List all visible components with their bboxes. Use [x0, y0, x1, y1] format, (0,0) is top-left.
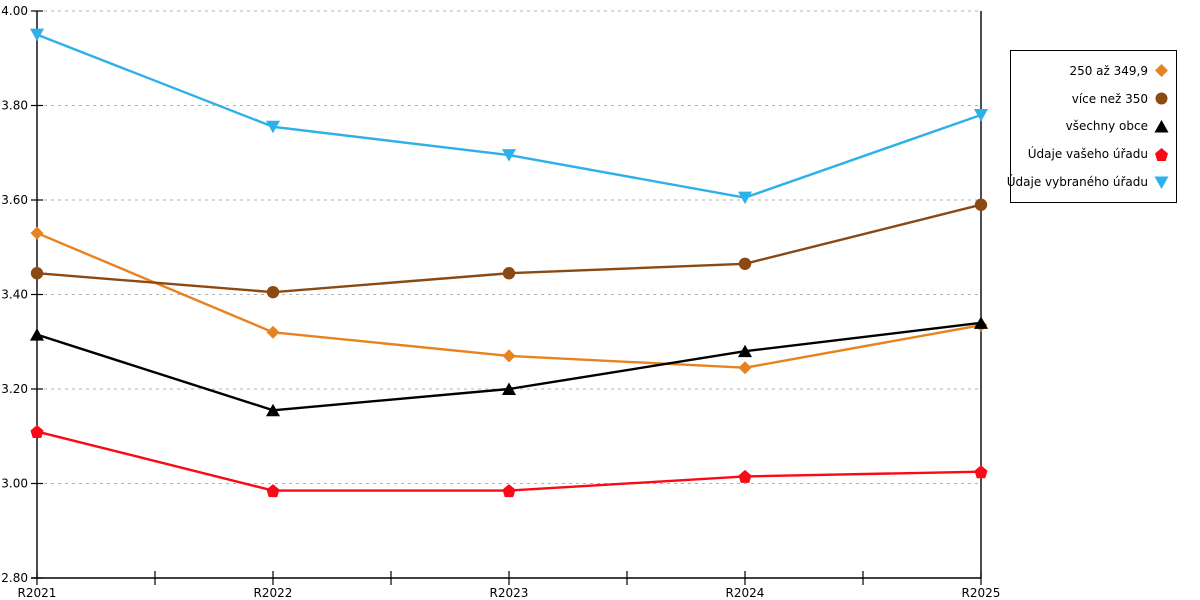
circle-marker-icon [1154, 91, 1169, 106]
data-point [501, 149, 517, 162]
triangle-up-marker-icon [1154, 119, 1169, 134]
data-point [266, 285, 280, 299]
legend-label: Údaje vašeho úřadu [1027, 147, 1148, 162]
data-point [738, 257, 752, 270]
y-tick-label: 2.80 [1, 571, 28, 585]
data-point [738, 469, 752, 483]
legend-item: více než 350 [1017, 91, 1169, 106]
y-tick-label: 3.80 [1, 99, 28, 113]
series-line-0 [36, 231, 982, 369]
data-point [266, 484, 280, 498]
data-point [502, 484, 516, 498]
data-point [30, 226, 44, 240]
data-point [29, 28, 45, 42]
y-tick-label: 3.00 [1, 477, 28, 491]
data-point [30, 267, 44, 280]
data-point [29, 328, 45, 341]
data-point [738, 361, 752, 375]
diamond-marker-icon [1154, 63, 1169, 78]
legend-label: 250 až 349,9 [1069, 63, 1148, 78]
data-point [502, 267, 516, 280]
x-tick-label: R2023 [490, 586, 529, 600]
data-point [737, 191, 753, 205]
data-point [502, 349, 516, 363]
data-point [737, 344, 753, 358]
y-tick-label: 3.20 [1, 382, 28, 396]
legend-label: všechny obce [1065, 119, 1148, 134]
data-point [30, 425, 44, 439]
y-tick-label: 4.00 [1, 4, 28, 18]
legend-item: Údaje vašeho úřadu [1017, 147, 1169, 162]
data-point [973, 108, 989, 122]
legend: 250 až 349,9 více než 350 všechny obce Ú… [1007, 50, 1177, 203]
legend-item: všechny obce [1017, 119, 1169, 134]
data-point [974, 198, 988, 211]
data-point [265, 403, 281, 417]
data-point [501, 382, 517, 395]
x-tick-label: R2022 [254, 586, 293, 600]
data-point [973, 316, 989, 329]
x-tick-label: R2021 [18, 586, 57, 600]
data-point [266, 325, 280, 339]
legend-label: Údaje vybraného úřadu [1006, 175, 1148, 190]
x-tick-label: R2025 [962, 586, 1001, 600]
x-tick-label: R2024 [726, 586, 765, 600]
series-line-2 [36, 321, 982, 412]
y-tick-label: 3.40 [1, 288, 28, 302]
series-line-4 [36, 33, 982, 199]
series-line-3 [36, 430, 982, 492]
data-point [265, 120, 281, 134]
data-point [974, 465, 988, 479]
triangle-down-marker-icon [1154, 175, 1169, 190]
legend-item: Údaje vybraného úřadu [1007, 175, 1169, 190]
y-tick-label: 3.60 [1, 193, 28, 207]
pentagon-marker-icon [1154, 147, 1169, 162]
legend-item: 250 až 349,9 [1017, 63, 1169, 78]
legend-label: více než 350 [1071, 91, 1148, 106]
